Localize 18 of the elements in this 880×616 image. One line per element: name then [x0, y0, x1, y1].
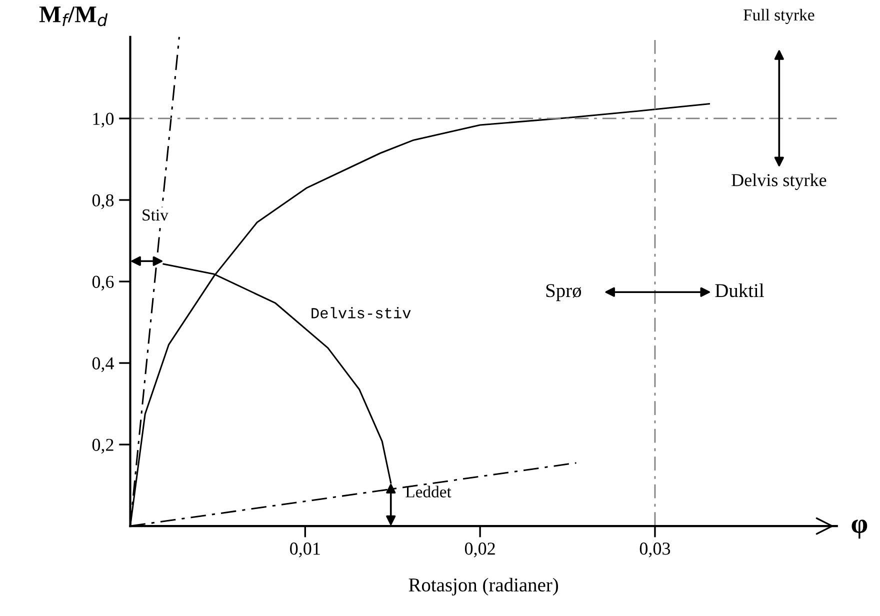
- y-tick-label: 0,4: [92, 357, 114, 372]
- annotation: Stiv: [142, 209, 168, 221]
- y-tick-label: 0,2: [92, 438, 114, 454]
- annotation: Leddet: [406, 486, 452, 498]
- annotation: Sprø: [546, 284, 582, 302]
- y-tick-label: 0,6: [92, 276, 114, 291]
- x-tick-label: 0,02: [464, 542, 495, 558]
- text: φ: [852, 520, 868, 539]
- y-tick-label: 1,0: [93, 112, 114, 128]
- x-axis-title: Rotasjon (radianer): [408, 578, 558, 596]
- annotation: Duktil: [715, 283, 764, 298]
- y-tick-label: 0,8: [92, 194, 114, 210]
- annotation: Delvis styrke: [732, 174, 826, 190]
- x-tick-label: 0,01: [290, 542, 320, 558]
- x-tick-label: 0,03: [640, 542, 670, 558]
- text: Full styrke: [744, 8, 814, 24]
- annotation: Delvis-stiv: [312, 307, 411, 318]
- y-axis-title: M$_{f}$/M$_{d}$: [39, 6, 108, 26]
